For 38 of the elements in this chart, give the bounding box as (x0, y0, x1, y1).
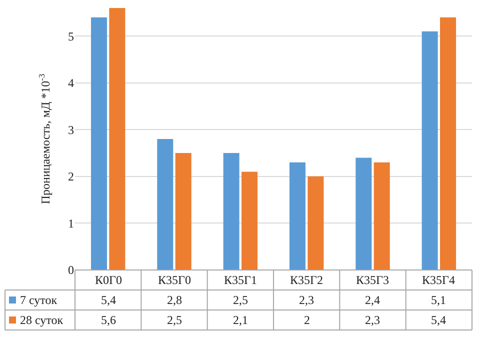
y-tick-label: 0 (68, 263, 74, 278)
legend-label: 7 суток (20, 293, 58, 307)
x-tick-label: К35Г2 (290, 273, 323, 287)
bar (374, 162, 390, 270)
bar (242, 172, 258, 270)
data-label: 5,4 (431, 313, 446, 327)
bar (175, 153, 192, 270)
y-tick-label: 2 (68, 170, 74, 184)
bar (422, 31, 438, 270)
data-label: 2,8 (167, 293, 182, 307)
y-tick-label: 3 (68, 122, 74, 137)
data-label: 2 (304, 313, 310, 327)
bar (440, 17, 456, 270)
bar (308, 176, 324, 270)
x-tick-label: К35Г0 (158, 273, 191, 287)
y-tick-label: 5 (68, 29, 74, 44)
x-tick-label: К0Г0 (95, 273, 122, 287)
y-tick-label: 1 (68, 216, 74, 230)
data-label: 2,1 (233, 313, 248, 327)
bar (157, 139, 174, 270)
data-label: 5,6 (101, 313, 116, 327)
data-label: 2,5 (233, 293, 248, 307)
x-tick-label: К35Г1 (224, 273, 257, 287)
data-label: 2,3 (299, 293, 314, 307)
y-tick-label: 4 (68, 76, 74, 90)
bar (109, 8, 126, 270)
bar (356, 158, 372, 270)
data-label: 2,4 (365, 293, 380, 307)
data-label: 5,4 (101, 293, 116, 307)
x-tick-label: К35Г3 (356, 273, 389, 287)
legend-label: 28 суток (20, 313, 64, 327)
bar (90, 17, 107, 270)
bar (223, 153, 240, 270)
data-label: 2,5 (167, 313, 182, 327)
bar (289, 162, 306, 270)
data-label: 2,3 (365, 313, 380, 327)
x-tick-label: К35Г4 (422, 273, 455, 287)
data-label: 5,1 (431, 293, 446, 307)
